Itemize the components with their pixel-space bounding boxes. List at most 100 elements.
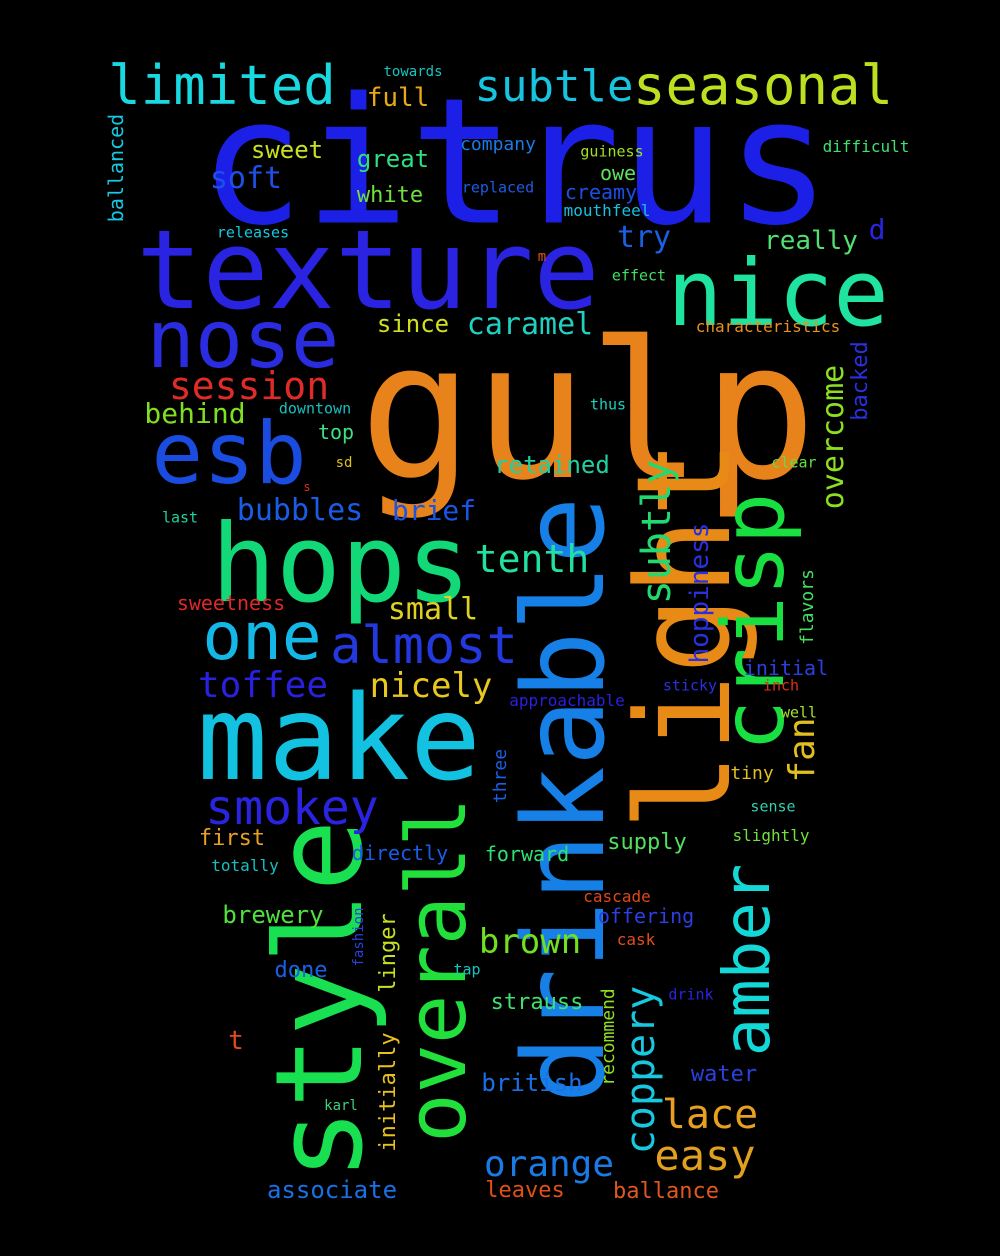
word-directly: directly [351, 841, 449, 865]
word-british: british [481, 1069, 583, 1097]
word-make: make [196, 669, 482, 807]
word-orange: orange [483, 1144, 615, 1185]
word-guiness: guiness [580, 142, 644, 161]
word-drink: drink [668, 985, 714, 1004]
word-company: company [460, 134, 536, 155]
word-tiny: tiny [730, 763, 774, 784]
word-approachable: approachable [509, 691, 625, 710]
word-downtown: downtown [278, 399, 352, 418]
word-done: done [274, 958, 328, 983]
word-great: great [356, 145, 430, 173]
word-three: three [490, 748, 511, 804]
word-sticky: sticky [662, 676, 718, 695]
word-well: well [780, 703, 818, 722]
word-brief: brief [391, 494, 477, 527]
word-hops: hops [210, 502, 472, 627]
word-almost: almost [330, 616, 518, 676]
word-cask: cask [616, 930, 656, 949]
word-hoppiness: hoppiness [685, 522, 715, 664]
word-fashion: fashion [351, 907, 367, 967]
word-since: since [376, 310, 450, 338]
word-amber: amber [711, 863, 785, 1057]
word-nose: nose [146, 293, 340, 386]
word-d: d [868, 213, 886, 246]
word-try: try [616, 220, 672, 255]
word-replaced: replaced [461, 178, 535, 197]
word-sd: sd [335, 455, 353, 471]
word-session: session [168, 364, 330, 408]
word-nice: nice [667, 240, 889, 347]
word-supply: supply [607, 830, 687, 855]
word-easy: easy [654, 1131, 756, 1180]
word-mouthfeel: mouthfeel [563, 201, 651, 220]
word-creamy: creamy [564, 180, 638, 204]
word-brewery: brewery [222, 901, 324, 929]
word-totally: totally [211, 856, 279, 875]
word-thus: thus [589, 395, 627, 414]
word-offering: offering [597, 904, 695, 928]
word-lace: lace [661, 1092, 759, 1138]
word-sweetness: sweetness [176, 591, 286, 615]
word-karl: karl [324, 1098, 358, 1114]
word-tap: tap [453, 960, 481, 979]
word-tenth: tenth [474, 537, 590, 581]
word-s: s [303, 480, 311, 494]
word-limited: limited [108, 54, 336, 117]
word-leaves: leaves [485, 1178, 565, 1203]
word-seasonal: seasonal [632, 54, 894, 117]
word-texture: texture [136, 206, 600, 334]
word-full: full [366, 83, 430, 113]
word-inch: inch [762, 676, 800, 695]
word-characteristics: characteristics [695, 317, 841, 336]
word-associate: associate [266, 1176, 398, 1204]
word-slightly: slightly [732, 826, 810, 845]
word-difficult: difficult [822, 137, 910, 156]
word-t: t [228, 1026, 244, 1056]
word-esb: esb [151, 404, 307, 504]
word-really: really [764, 226, 858, 256]
word-last: last [161, 508, 199, 527]
word-strauss: strauss [490, 990, 584, 1015]
word-ballance: ballance [613, 1179, 719, 1204]
word-soft: soft [209, 161, 283, 196]
word-gulp: gulp [359, 301, 817, 522]
word-forward: forward [484, 842, 570, 866]
word-brown: brown [478, 922, 582, 962]
word-top: top [317, 420, 355, 444]
word-sense: sense [750, 797, 796, 816]
word-ballanced: ballanced [104, 113, 128, 223]
word-water: water [690, 1062, 758, 1087]
word-one: one [202, 598, 322, 675]
word-effect: effect [611, 266, 667, 285]
word-behind: behind [144, 397, 246, 430]
word-recommend: recommend [598, 988, 619, 1086]
word-sweet: sweet [250, 136, 324, 164]
word-toffee: toffee [197, 665, 329, 706]
word-bubbles: bubbles [236, 493, 364, 528]
word-fan: fan [782, 717, 823, 783]
word-overcome: overcome [816, 364, 851, 510]
word-style: style [251, 819, 390, 1181]
word-smokey: smokey [205, 780, 379, 836]
word-white: white [356, 183, 424, 208]
word-flavors: flavors [797, 569, 818, 645]
word-m: m [537, 249, 547, 265]
word-coppery: coppery [618, 985, 664, 1155]
word-citrus: citrus [198, 61, 832, 265]
word-towards: towards [383, 64, 443, 80]
word-cascade: cascade [583, 887, 651, 906]
word-initial: initial [743, 656, 829, 680]
word-linger: linger [376, 913, 401, 993]
word-caramel: caramel [466, 307, 594, 342]
word-subtle: subtle [474, 61, 634, 112]
word-nicely: nicely [369, 666, 493, 706]
word-releases: releases [216, 223, 290, 242]
word-initially: initially [376, 1032, 401, 1152]
word-backed: backed [848, 341, 873, 421]
word-small: small [387, 592, 479, 627]
word-clear: clear [771, 453, 817, 472]
word-first: first [198, 826, 266, 851]
word-owe: owe [599, 161, 637, 185]
word-subtly: subtly [634, 459, 680, 605]
